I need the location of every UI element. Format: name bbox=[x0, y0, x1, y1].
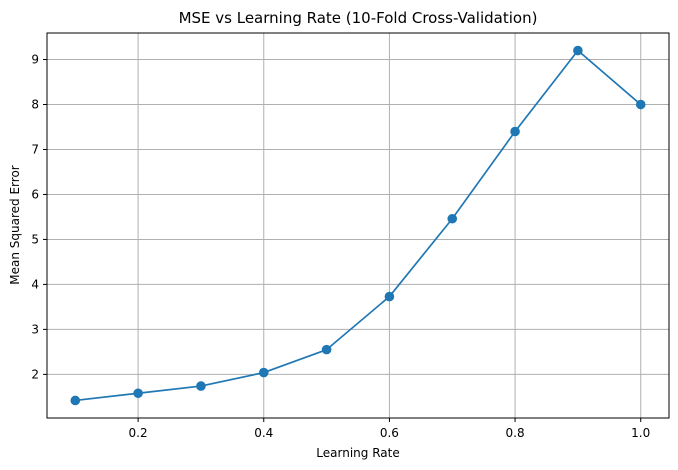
y-tick-label-7: 9 bbox=[31, 53, 39, 67]
x-tick-label-4: 1.0 bbox=[631, 426, 650, 440]
y-tick-label-1: 3 bbox=[31, 322, 39, 336]
data-point-3 bbox=[258, 367, 269, 378]
y-tick-label-3: 5 bbox=[31, 232, 39, 246]
series-layer bbox=[70, 45, 646, 406]
x-tick-label-0: 0.2 bbox=[129, 426, 148, 440]
y-tick-label-0: 2 bbox=[31, 367, 39, 381]
x-tick-label-1: 0.4 bbox=[254, 426, 273, 440]
y-tick-label-6: 8 bbox=[31, 98, 39, 112]
x-tick-label-2: 0.6 bbox=[380, 426, 399, 440]
y-tick-label-4: 6 bbox=[31, 187, 39, 201]
data-point-1 bbox=[133, 388, 143, 399]
data-point-4 bbox=[321, 344, 332, 355]
data-point-7 bbox=[510, 126, 520, 137]
y-axis-label: Mean Squared Error bbox=[8, 165, 22, 285]
data-point-0 bbox=[70, 395, 81, 406]
data-point-2 bbox=[196, 381, 206, 391]
y-ticks-layer: 2 3 4 5 6 7 8 9 bbox=[31, 53, 47, 381]
x-axis-label: Learning Rate bbox=[316, 446, 399, 460]
x-ticks-layer: 0.2 0.4 0.6 0.8 1.0 bbox=[129, 418, 650, 440]
axes-layer bbox=[46, 32, 670, 419]
plot-frame bbox=[46, 32, 670, 419]
data-point-9 bbox=[635, 99, 646, 110]
y-tick-label-2: 4 bbox=[31, 277, 39, 291]
series-line-0 bbox=[74, 49, 642, 402]
grid-layer bbox=[47, 33, 669, 418]
chart-title: MSE vs Learning Rate (10-Fold Cross-Vali… bbox=[179, 9, 538, 27]
data-point-8 bbox=[573, 45, 583, 56]
data-point-5 bbox=[384, 291, 395, 302]
data-point-6 bbox=[447, 213, 458, 224]
x-tick-label-3: 0.8 bbox=[506, 426, 525, 440]
y-tick-label-5: 7 bbox=[31, 142, 39, 156]
